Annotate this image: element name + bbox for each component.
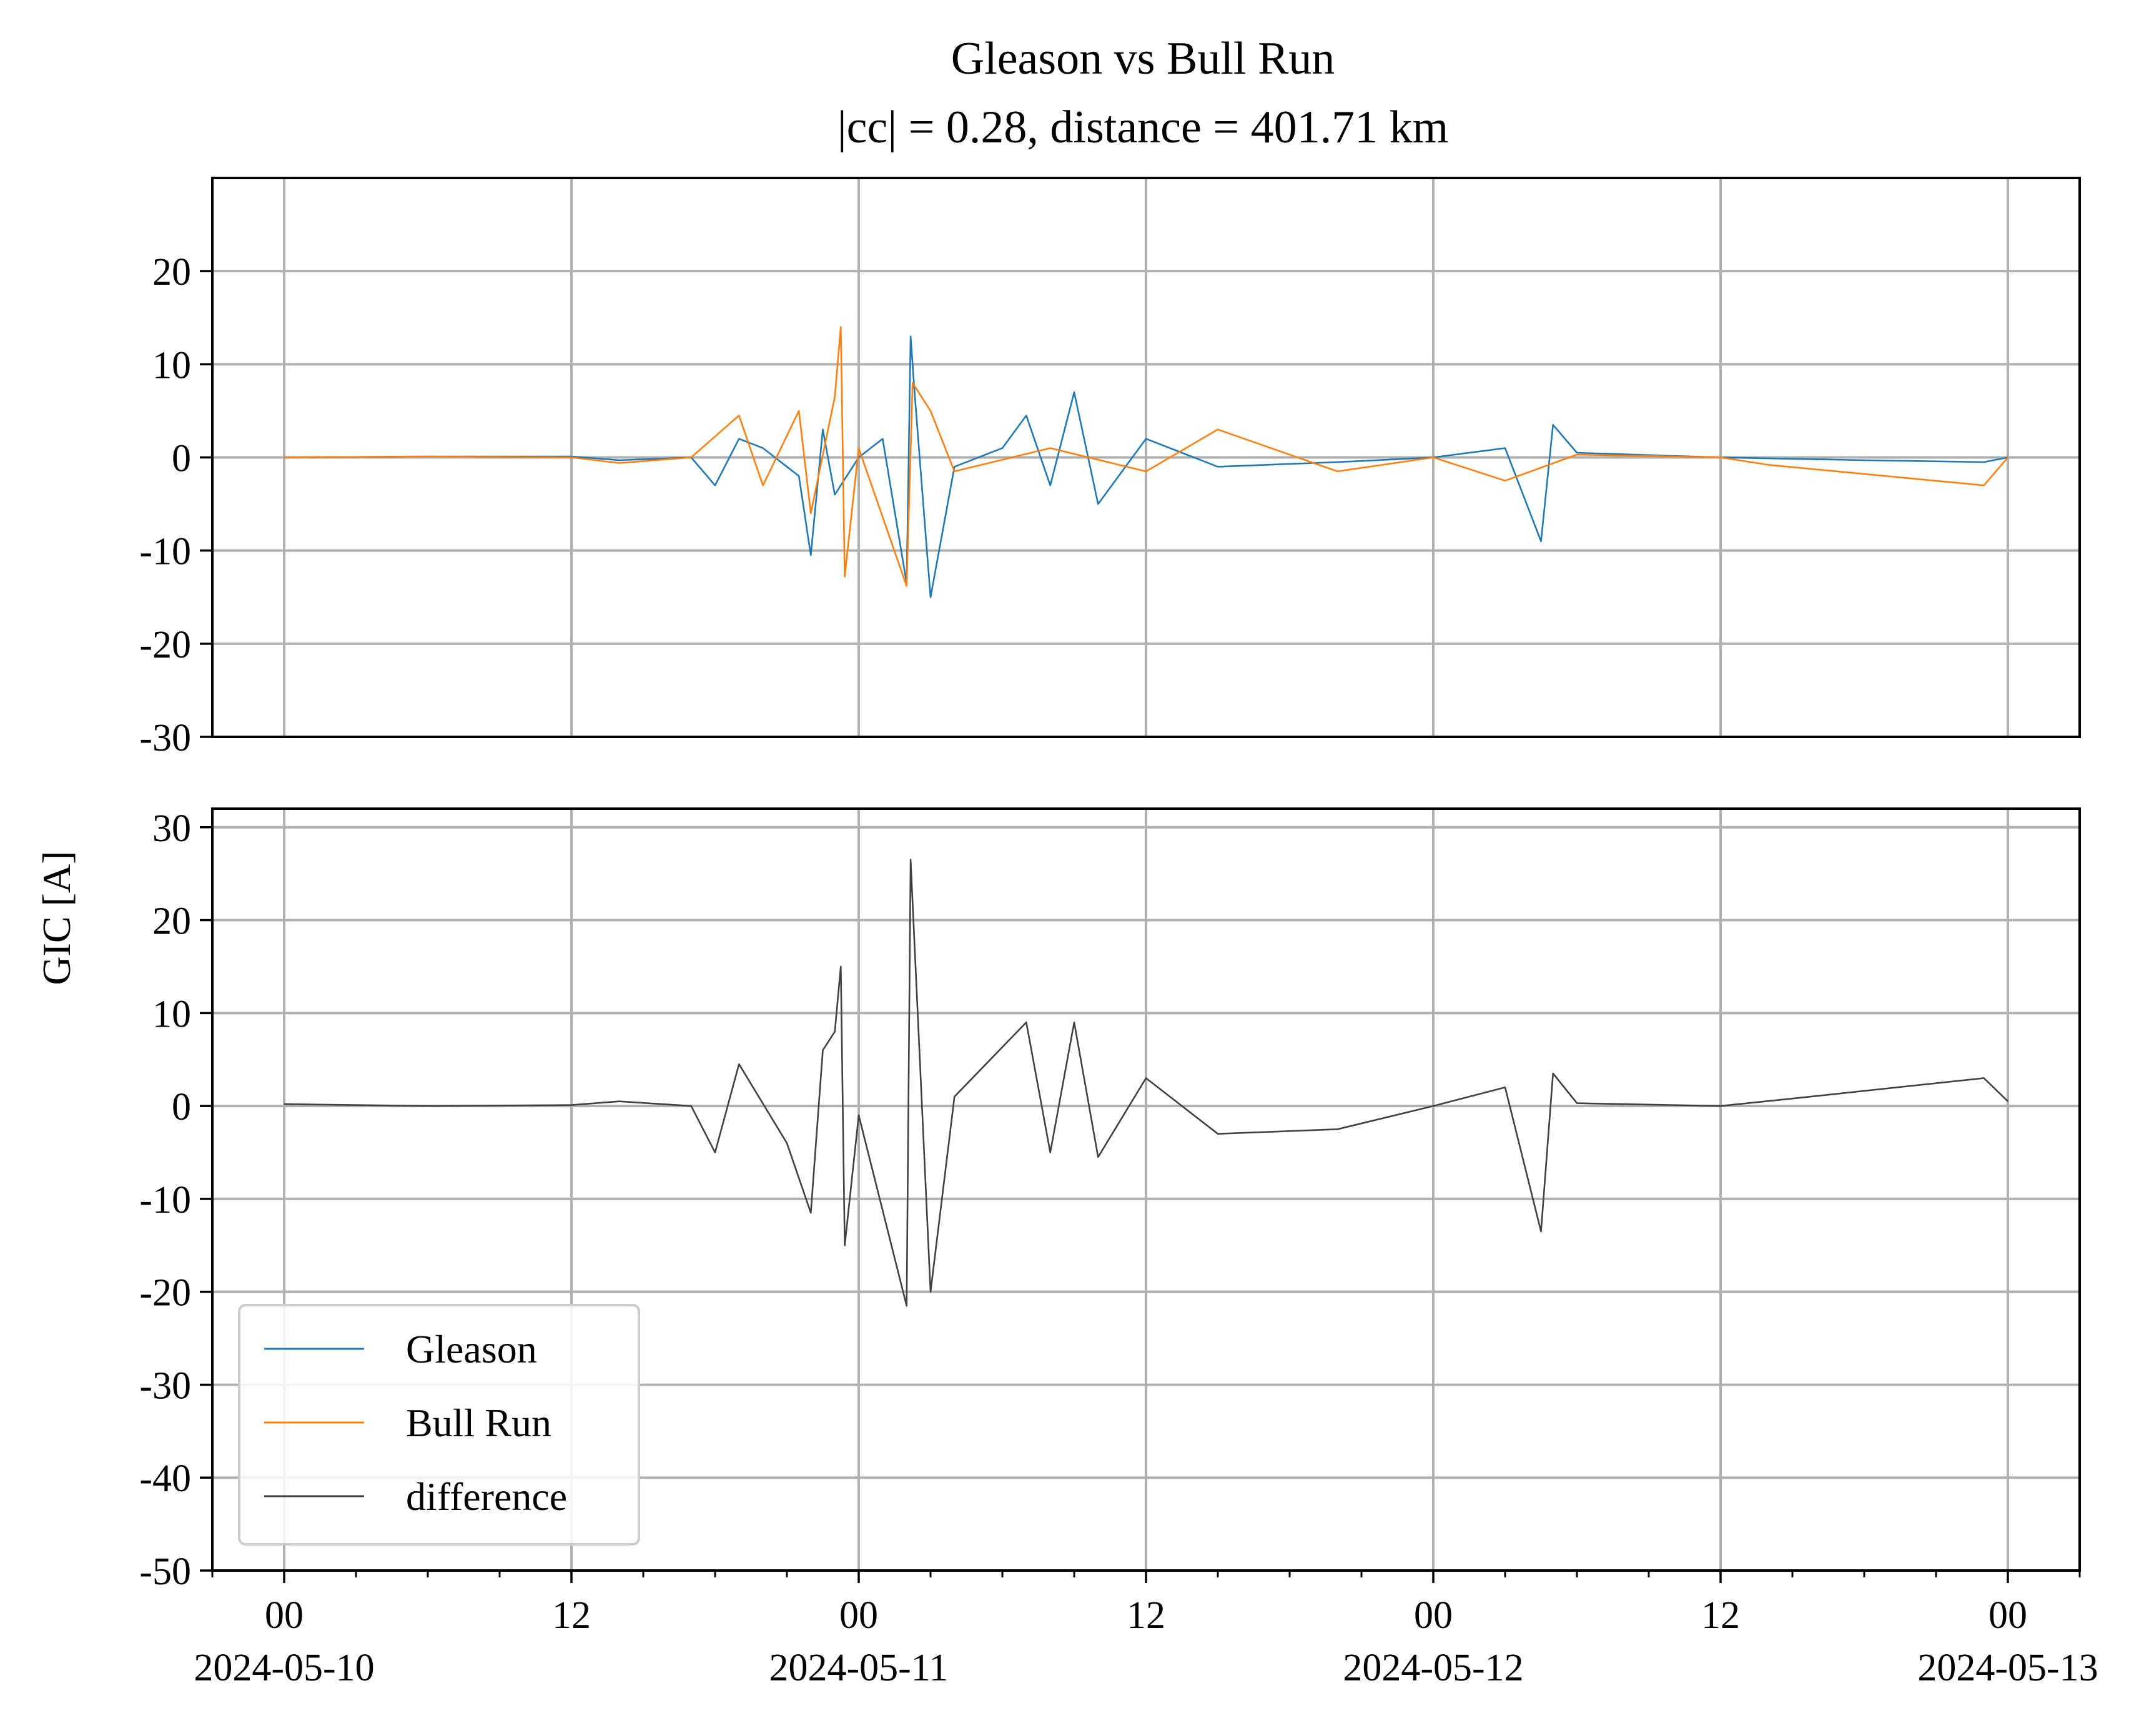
y-axis-label: GIC [A] [34, 851, 79, 985]
legend-label: Bull Run [406, 1401, 551, 1445]
x-tick-date-label: 2024-05-12 [1343, 1647, 1523, 1689]
y-tick-label: 20 [152, 251, 191, 293]
plot-panels: 20 10 0 -10 -20 -30 30 20 10 0 -10 -20 -30 -40 -50 [139, 177, 2081, 1593]
y-tick-label: 20 [152, 900, 191, 943]
x-tick-label: 12 [1701, 1594, 1740, 1637]
chart-title: Gleason vs Bull Run [951, 33, 1335, 84]
x-tick-label: 12 [552, 1594, 591, 1637]
y-tick-label: 10 [152, 993, 191, 1035]
legend-label: difference [406, 1474, 567, 1519]
legend: Gleason Bull Run difference [238, 1304, 640, 1546]
series-line-gleason [284, 335, 2008, 598]
x-tick-label: 00 [1988, 1594, 2027, 1637]
y-tick-label: -20 [139, 624, 191, 666]
panel-top: 20 10 0 -10 -20 -30 [139, 177, 2081, 759]
y-tick-label: 0 [172, 1086, 191, 1128]
y-tick-label: 30 [152, 807, 191, 850]
plot-frame [211, 177, 2081, 738]
x-tick-label: 00 [1414, 1594, 1453, 1637]
chart-subtitle: |cc| = 0.28, distance = 401.71 km [837, 102, 1448, 153]
y-tick-label: 0 [172, 438, 191, 480]
y-tick-label: 10 [152, 344, 191, 387]
x-tick-label: 12 [1127, 1594, 1165, 1637]
y-tick-label: -30 [139, 717, 191, 759]
x-axis: 00 2024-05-10 12 00 2024-05-11 12 00 2024-05-12… [194, 1571, 2098, 1689]
y-tick-label: -30 [139, 1364, 191, 1407]
series-line-difference [284, 859, 2008, 1307]
y-tick-label: -20 [139, 1272, 191, 1314]
y-tick-label: -50 [139, 1551, 191, 1593]
y-tick-label: -40 [139, 1457, 191, 1500]
legend-box [238, 1304, 640, 1546]
y-tick-label: -10 [139, 531, 191, 573]
x-tick-label: 00 [265, 1594, 304, 1637]
x-tick-date-label: 2024-05-10 [194, 1647, 374, 1689]
y-tick-label: -10 [139, 1179, 191, 1221]
x-tick-label: 00 [839, 1594, 878, 1637]
x-tick-date-label: 2024-05-11 [769, 1647, 949, 1689]
legend-label: Gleason [406, 1327, 537, 1371]
series-line-bull-run [284, 326, 2008, 587]
x-tick-date-label: 2024-05-13 [1917, 1647, 2098, 1689]
